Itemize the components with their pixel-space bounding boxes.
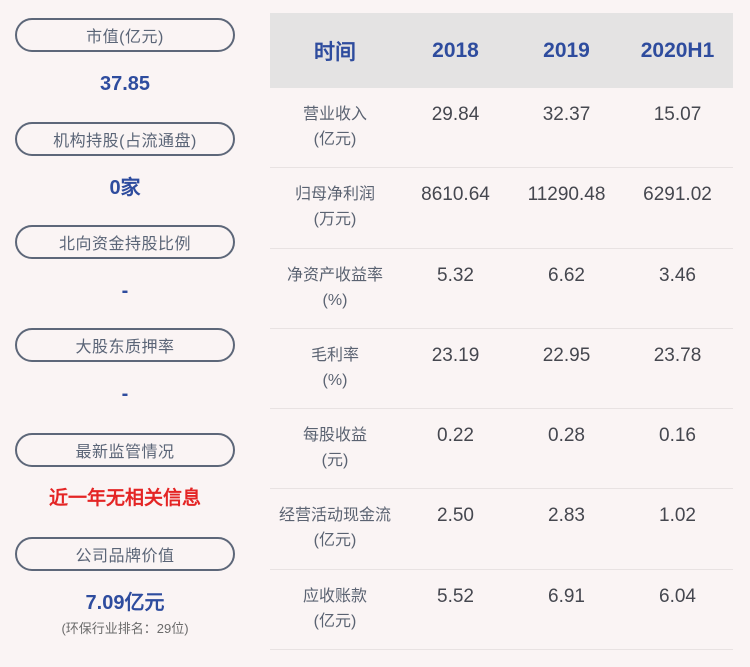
row-metric-name: 归母净利润: [294, 186, 375, 204]
row-value-2018: 2.50: [437, 505, 474, 527]
stat-value: 近一年无相关信息: [48, 488, 201, 509]
row-metric-label: 应收账款 (亿元): [270, 570, 400, 649]
row-metric-name: 每股收益: [302, 427, 367, 445]
table-row: 归母净利润 (万元) 8610.64 11290.48 6291.02: [270, 168, 733, 249]
sidebar-stat: 公司品牌价值 7.09亿元 (环保行业排名：29位): [15, 537, 235, 637]
row-metric-label: 营业收入 (亿元): [270, 88, 400, 167]
table-row: 营业收入 (亿元) 29.84 32.37 15.07: [270, 88, 733, 169]
row-metric-name: 毛利率: [310, 346, 359, 364]
row-metric-unit: (%): [322, 291, 348, 309]
stat-pill-label: 北向资金持股比例: [58, 236, 191, 253]
row-value-2019: 0.28: [548, 425, 585, 447]
table-row: 每股收益 (元) 0.22 0.28 0.16: [270, 409, 733, 490]
table-header-2019: 2019: [543, 38, 590, 62]
row-value-2019: 11290.48: [527, 184, 606, 206]
row-metric-unit: (亿元): [313, 131, 357, 148]
row-metric-name: 营业收入: [302, 106, 367, 123]
row-metric-label: 毛利率 (%): [270, 329, 400, 408]
row-metric-name: 应收账款: [302, 587, 367, 605]
stat-pill-label: 机构持股(占流通盘): [53, 133, 197, 150]
row-metric-label: 经营活动现金流 (亿元): [270, 489, 400, 568]
row-value-2020h1: 0.16: [659, 425, 696, 447]
row-metric-unit: (万元): [313, 211, 357, 229]
row-metric-label: 净资产收益率 (%): [270, 249, 400, 328]
row-value-2018: 5.52: [437, 585, 474, 607]
sidebar-stat: 市值(亿元) 37.85: [15, 18, 235, 95]
sidebar-stat: 最新监管情况 近一年无相关信息: [15, 433, 235, 510]
row-metric-unit: (亿元): [313, 532, 357, 550]
stat-pill-label: 市值(亿元): [86, 29, 164, 46]
row-value-2020h1: 3.46: [659, 264, 696, 286]
sidebar-stat: 大股东质押率 -: [15, 328, 235, 405]
row-value-2018: 0.22: [437, 425, 474, 447]
table-header-row: 时间 2018 2019 2020H1: [270, 13, 733, 88]
row-value-2019: 2.83: [548, 505, 585, 527]
stat-value: -: [121, 383, 129, 405]
stat-pill-button[interactable]: 机构持股(占流通盘): [15, 122, 235, 156]
row-value-2018: 8610.64: [421, 184, 490, 206]
stat-pill-button[interactable]: 大股东质押率: [15, 328, 235, 362]
table-row: 应收账款 (亿元) 5.52 6.91 6.04: [270, 570, 733, 651]
table-row: 净资产收益率 (%) 5.32 6.62 3.46: [270, 249, 733, 329]
stat-value: 7.09亿元: [85, 592, 165, 614]
row-metric-label: 归母净利润 (万元): [270, 168, 400, 247]
row-metric-unit: (亿元): [313, 612, 357, 630]
table-header-2020h1: 2020H1: [640, 38, 715, 62]
table-row: 经营活动现金流 (亿元) 2.50 2.83 1.02: [270, 489, 733, 570]
row-metric-label: 每股收益 (元): [270, 409, 400, 488]
table-header-time: 时间: [314, 40, 356, 64]
row-value-2020h1: 6291.02: [643, 184, 712, 206]
stat-value: 37.85: [99, 73, 151, 95]
row-value-2020h1: 15.07: [653, 104, 702, 125]
row-metric-unit: (%): [322, 371, 348, 389]
row-value-2020h1: 1.02: [659, 505, 696, 527]
sidebar-stat: 北向资金持股比例 -: [15, 225, 235, 302]
row-value-2020h1: 6.04: [659, 585, 696, 607]
row-metric-name: 净资产收益率: [286, 266, 383, 284]
row-value-2019: 6.91: [548, 585, 585, 607]
sidebar-stat: 机构持股(占流通盘) 0家: [15, 122, 235, 199]
stat-pill-label: 大股东质押率: [75, 339, 175, 356]
row-value-2019: 32.37: [542, 104, 591, 125]
table-header-2018: 2018: [432, 38, 479, 62]
row-value-2018: 29.84: [431, 104, 480, 125]
stat-pill-label: 公司品牌价值: [75, 548, 175, 565]
stat-value: 0家: [109, 177, 141, 199]
sidebar: 市值(亿元) 37.85 机构持股(占流通盘) 0家 北向资金持股比例 - 大股…: [15, 0, 235, 667]
stat-pill-label: 最新监管情况: [75, 444, 175, 461]
row-metric-name: 经营活动现金流: [278, 507, 391, 525]
table-row: 毛利率 (%) 23.19 22.95 23.78: [270, 329, 733, 410]
stat-value: -: [121, 280, 129, 302]
row-value-2019: 22.95: [542, 344, 591, 366]
stat-pill-button[interactable]: 市值(亿元): [15, 18, 235, 52]
stat-pill-button[interactable]: 北向资金持股比例: [15, 225, 235, 259]
row-metric-unit: (元): [321, 452, 349, 470]
row-value-2019: 6.62: [548, 264, 585, 286]
row-value-2018: 23.19: [431, 344, 480, 366]
stat-pill-button[interactable]: 最新监管情况: [15, 433, 235, 467]
stat-pill-button[interactable]: 公司品牌价值: [15, 537, 235, 571]
financial-table: 时间 2018 2019 2020H1 营业收入 (亿元) 29.84 32.3…: [270, 13, 733, 651]
table-body: 营业收入 (亿元) 29.84 32.37 15.07 归母净利润 (万元) 8…: [270, 88, 733, 651]
stat-subvalue: (环保行业排名：29位): [61, 621, 189, 636]
row-value-2020h1: 23.78: [653, 344, 702, 366]
row-value-2018: 5.32: [437, 264, 474, 286]
